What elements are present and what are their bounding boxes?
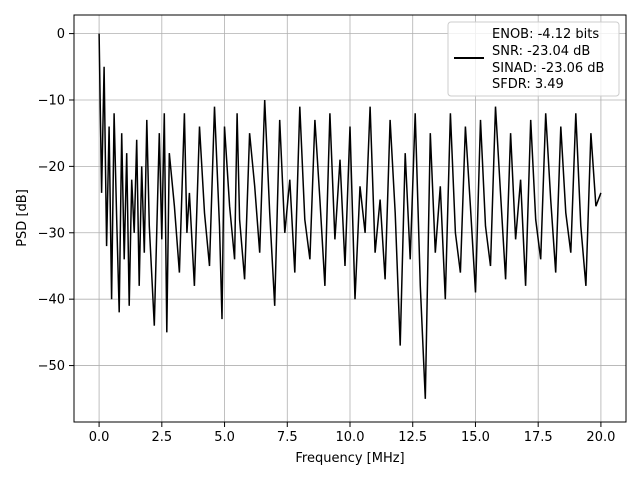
legend-snr: SNR: -23.04 dB [492,44,590,59]
legend-box [447,21,620,97]
x-tick-label: 12.5 [398,430,427,445]
grid [74,15,626,422]
y-ticks: 0 −10 −20 −30 −40 −50 [38,27,74,374]
legend: ENOB: -4.12 bits SNR: -23.04 dB SINAD: -… [447,21,620,97]
y-tick-label: 0 [57,27,65,42]
y-axis-label: PSD [dB] [15,189,30,247]
x-tick-label: 2.5 [151,430,172,445]
y-tick-label: −20 [38,160,65,175]
legend-sfdr: SFDR: 3.49 [492,77,564,92]
legend-sinad: SINAD: -23.06 dB [492,61,604,76]
x-axis-label: Frequency [MHz] [295,451,404,466]
x-tick-label: 20.0 [586,430,615,445]
y-tick-label: −30 [38,226,65,241]
x-tick-label: 0.0 [89,430,110,445]
x-tick-label: 15.0 [461,430,490,445]
plot-area [98,33,602,399]
x-ticks: 0.0 2.5 5.0 7.5 10.0 12.5 15.0 17.5 20.0 [89,422,615,445]
y-tick-label: −50 [38,359,65,374]
y-tick-label: −40 [38,293,65,308]
x-tick-label: 10.0 [336,430,365,445]
psd-series-line [98,33,602,399]
x-tick-label: 5.0 [214,430,235,445]
legend-enob: ENOB: -4.12 bits [492,27,599,42]
y-tick-label: −10 [38,93,65,108]
x-tick-label: 17.5 [524,430,553,445]
x-tick-label: 7.5 [277,430,298,445]
